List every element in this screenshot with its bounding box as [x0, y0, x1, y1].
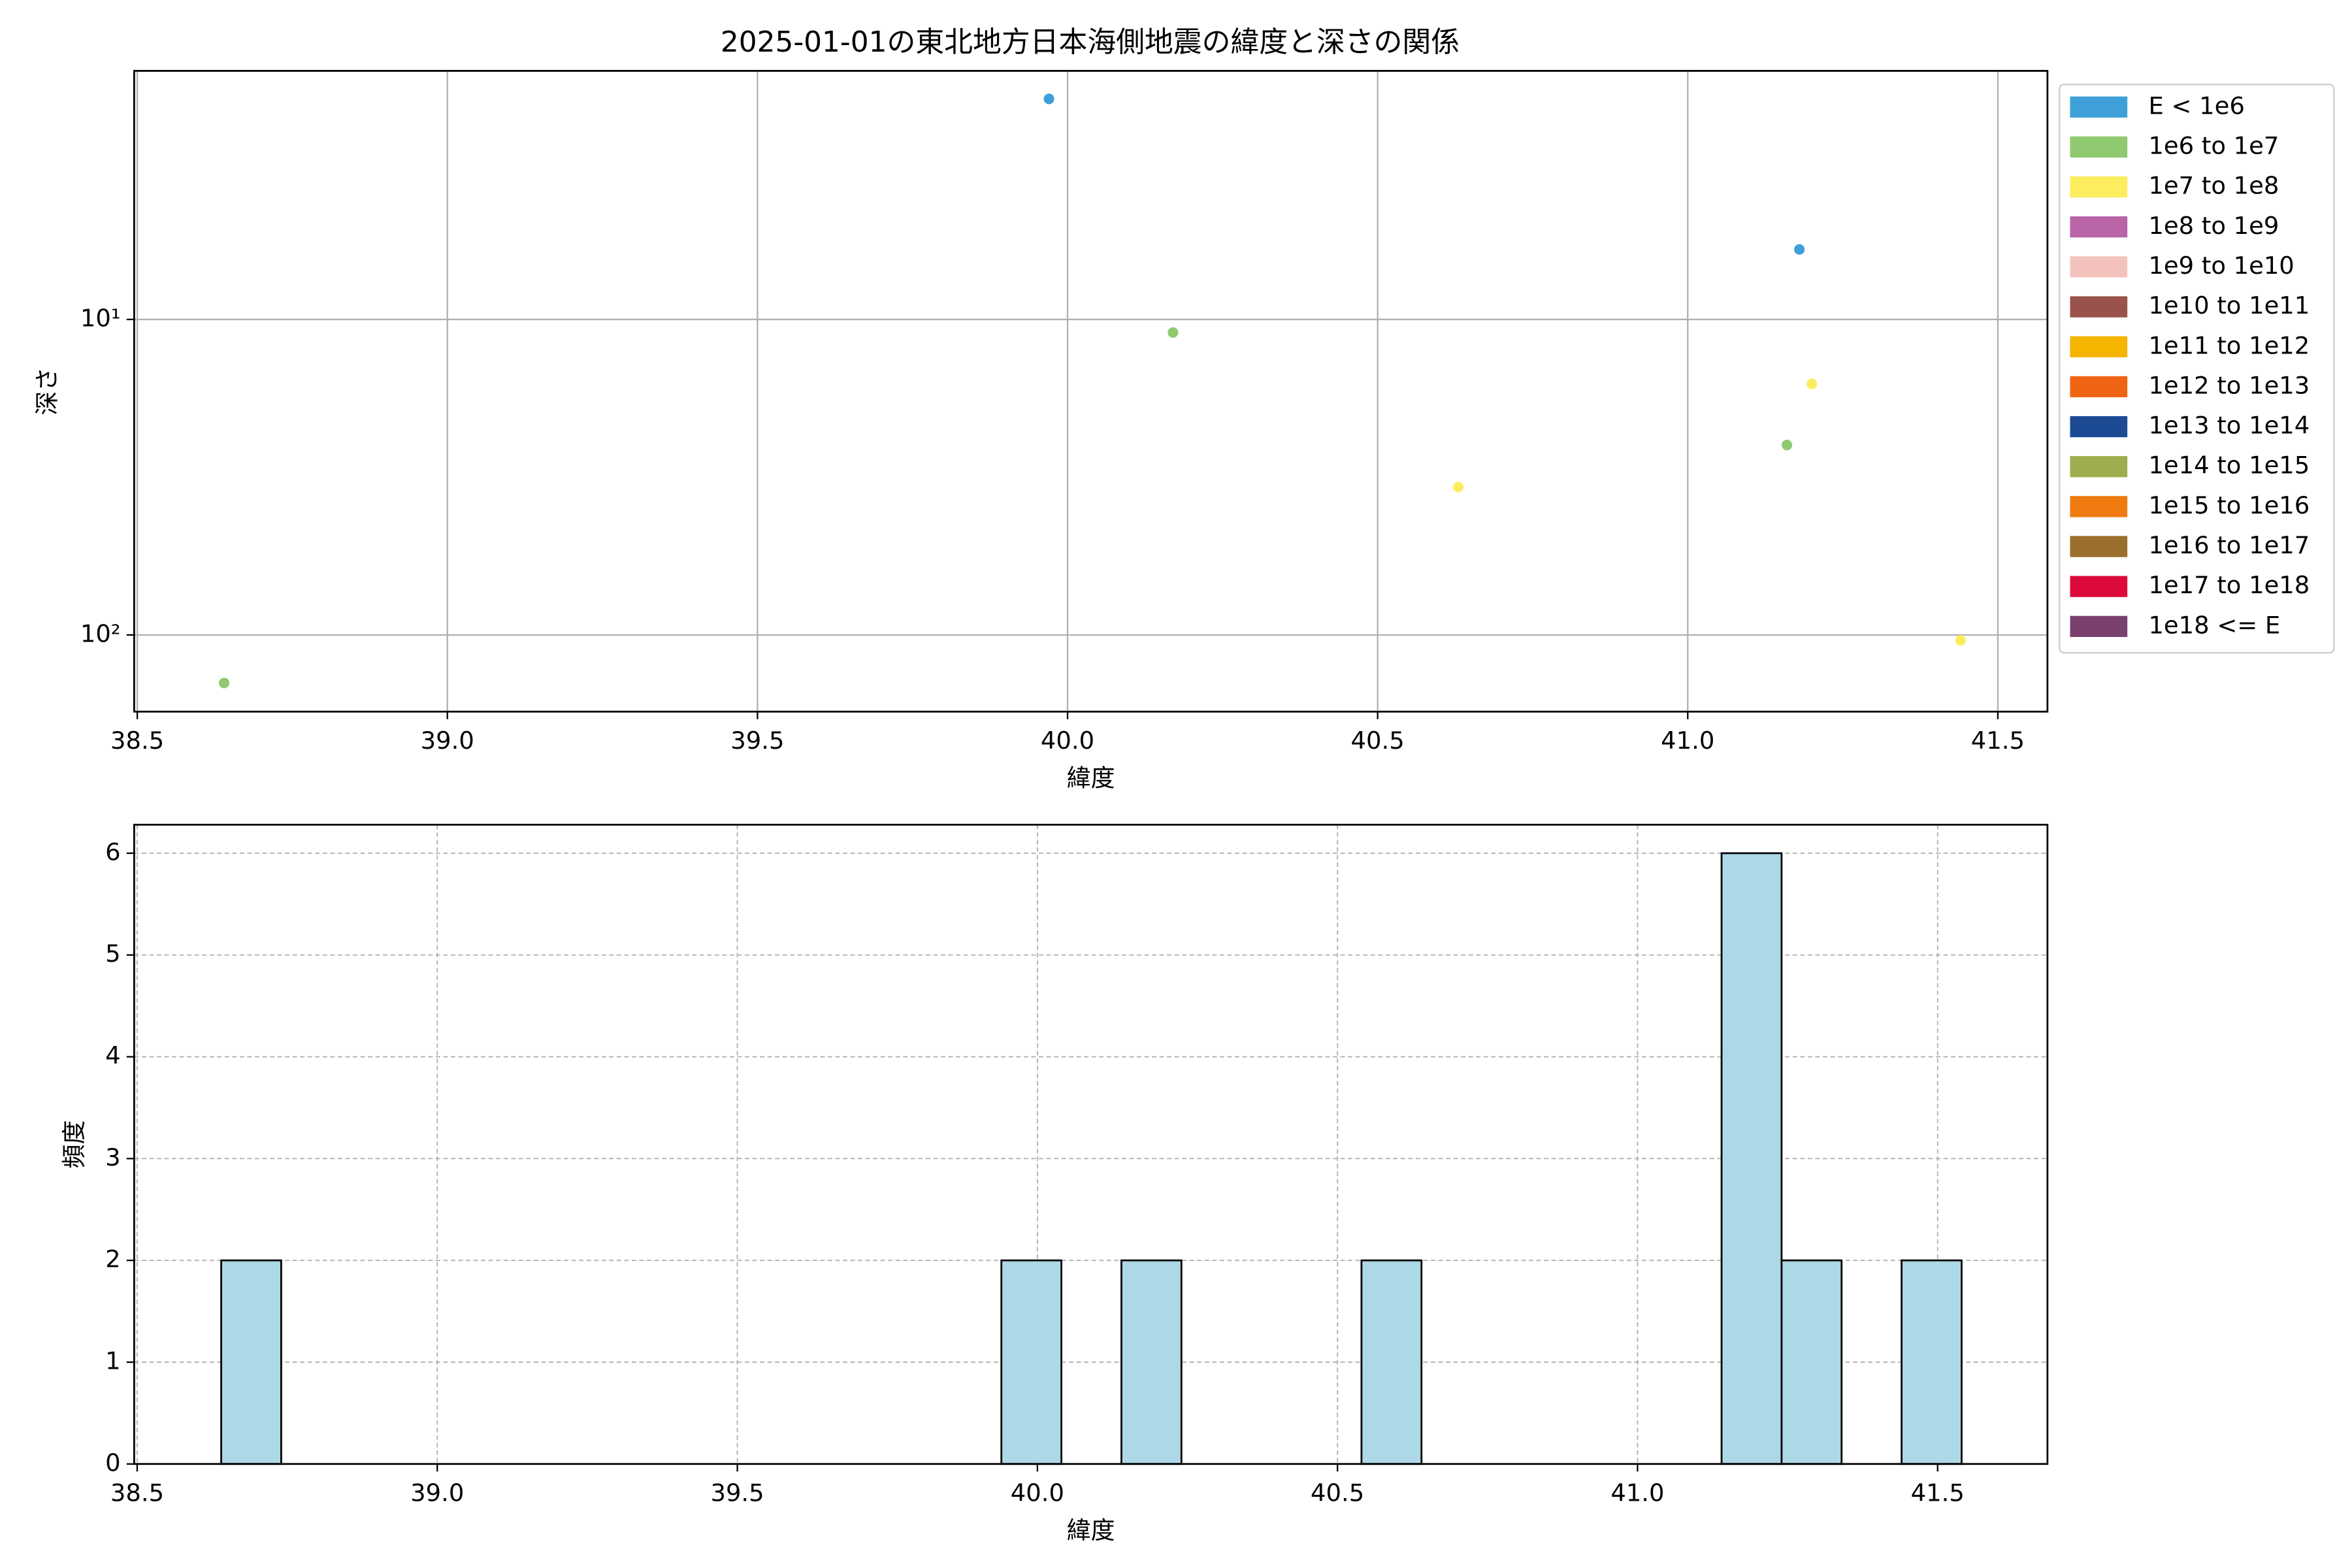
- x-tick-label: 41.0: [1610, 1478, 1664, 1507]
- y-tick-label: 10²: [80, 619, 121, 647]
- legend-swatch: [2070, 456, 2128, 478]
- legend-label: 1e10 to 1e11: [2148, 291, 2310, 319]
- legend-swatch: [2070, 96, 2128, 118]
- x-tick-label: 39.5: [730, 727, 784, 755]
- legend-swatch: [2070, 536, 2128, 557]
- y-tick-label: 3: [105, 1143, 120, 1171]
- legend-swatch: [2070, 216, 2128, 238]
- legend-swatch: [2070, 416, 2128, 438]
- x-tick-label: 41.5: [1911, 1478, 1965, 1507]
- axes-frame: [133, 70, 2049, 713]
- point: [1955, 635, 1967, 646]
- legend-label: 1e7 to 1e8: [2148, 172, 2279, 200]
- y-axis-label: 深さ: [33, 367, 61, 416]
- point: [218, 678, 230, 689]
- legend-swatch: [2070, 615, 2128, 637]
- y-tick-label: 1: [105, 1347, 120, 1375]
- point: [1794, 244, 1805, 255]
- axes-frame: [133, 823, 2049, 1465]
- x-axis-label: 緯度: [1067, 1516, 1115, 1544]
- point: [1806, 378, 1818, 389]
- legend-label: 1e16 to 1e17: [2148, 531, 2310, 559]
- y-tick-label: 5: [105, 939, 120, 968]
- legend-label: 1e17 to 1e18: [2148, 571, 2310, 599]
- bar: [1901, 1259, 1963, 1465]
- legend-label: 1e14 to 1e15: [2148, 451, 2310, 480]
- x-axis-label: 緯度: [1067, 764, 1115, 792]
- bar: [1780, 1259, 1843, 1465]
- y-tick-label: 10¹: [80, 304, 121, 332]
- legend-label: E < 1e6: [2148, 91, 2244, 120]
- legend-label: 1e18 <= E: [2148, 611, 2280, 639]
- y-tick-label: 6: [105, 838, 120, 866]
- legend-swatch: [2070, 296, 2128, 318]
- legend-label: 1e6 to 1e7: [2148, 132, 2279, 160]
- bar: [1120, 1259, 1183, 1465]
- legend-swatch: [2070, 176, 2128, 198]
- x-tick-label: 39.0: [410, 1478, 464, 1507]
- x-tick-label: 38.5: [110, 1478, 164, 1507]
- legend-label: 1e8 to 1e9: [2148, 212, 2279, 240]
- bar: [1720, 852, 1783, 1465]
- legend-label: 1e12 to 1e13: [2148, 371, 2310, 399]
- legend-swatch: [2070, 496, 2128, 517]
- x-tick-label: 40.5: [1351, 727, 1405, 755]
- legend-swatch: [2070, 136, 2128, 158]
- legend-label: 1e9 to 1e10: [2148, 252, 2294, 280]
- legend-box: [2059, 84, 2335, 654]
- point: [1782, 440, 1793, 451]
- x-tick-label: 41.0: [1661, 727, 1714, 755]
- x-tick-label: 40.0: [1011, 1478, 1064, 1507]
- legend-label: 1e13 to 1e14: [2148, 412, 2310, 440]
- x-tick-label: 40.5: [1311, 1478, 1364, 1507]
- x-tick-label: 41.5: [1971, 727, 2025, 755]
- x-tick-label: 40.0: [1041, 727, 1094, 755]
- point: [1452, 482, 1464, 493]
- bar: [1360, 1259, 1423, 1465]
- point: [1168, 327, 1179, 338]
- x-tick-label: 39.0: [421, 727, 474, 755]
- x-tick-label: 38.5: [110, 727, 164, 755]
- legend-swatch: [2070, 576, 2128, 597]
- y-tick-label: 4: [105, 1041, 120, 1070]
- bar: [1000, 1259, 1062, 1465]
- chart-title: 2025-01-01の東北地方日本海側地震の緯度と深さの関係: [721, 25, 1460, 59]
- legend-swatch: [2070, 336, 2128, 357]
- legend-label: 1e15 to 1e16: [2148, 491, 2310, 519]
- y-tick-label: 0: [105, 1448, 120, 1477]
- legend-swatch: [2070, 376, 2128, 398]
- legend-swatch: [2070, 256, 2128, 278]
- y-tick-label: 2: [105, 1245, 120, 1273]
- point: [1043, 93, 1054, 105]
- y-axis-label: 頻度: [60, 1120, 88, 1169]
- legend-label: 1e11 to 1e12: [2148, 331, 2310, 359]
- bar: [220, 1259, 282, 1465]
- x-tick-label: 39.5: [710, 1478, 764, 1507]
